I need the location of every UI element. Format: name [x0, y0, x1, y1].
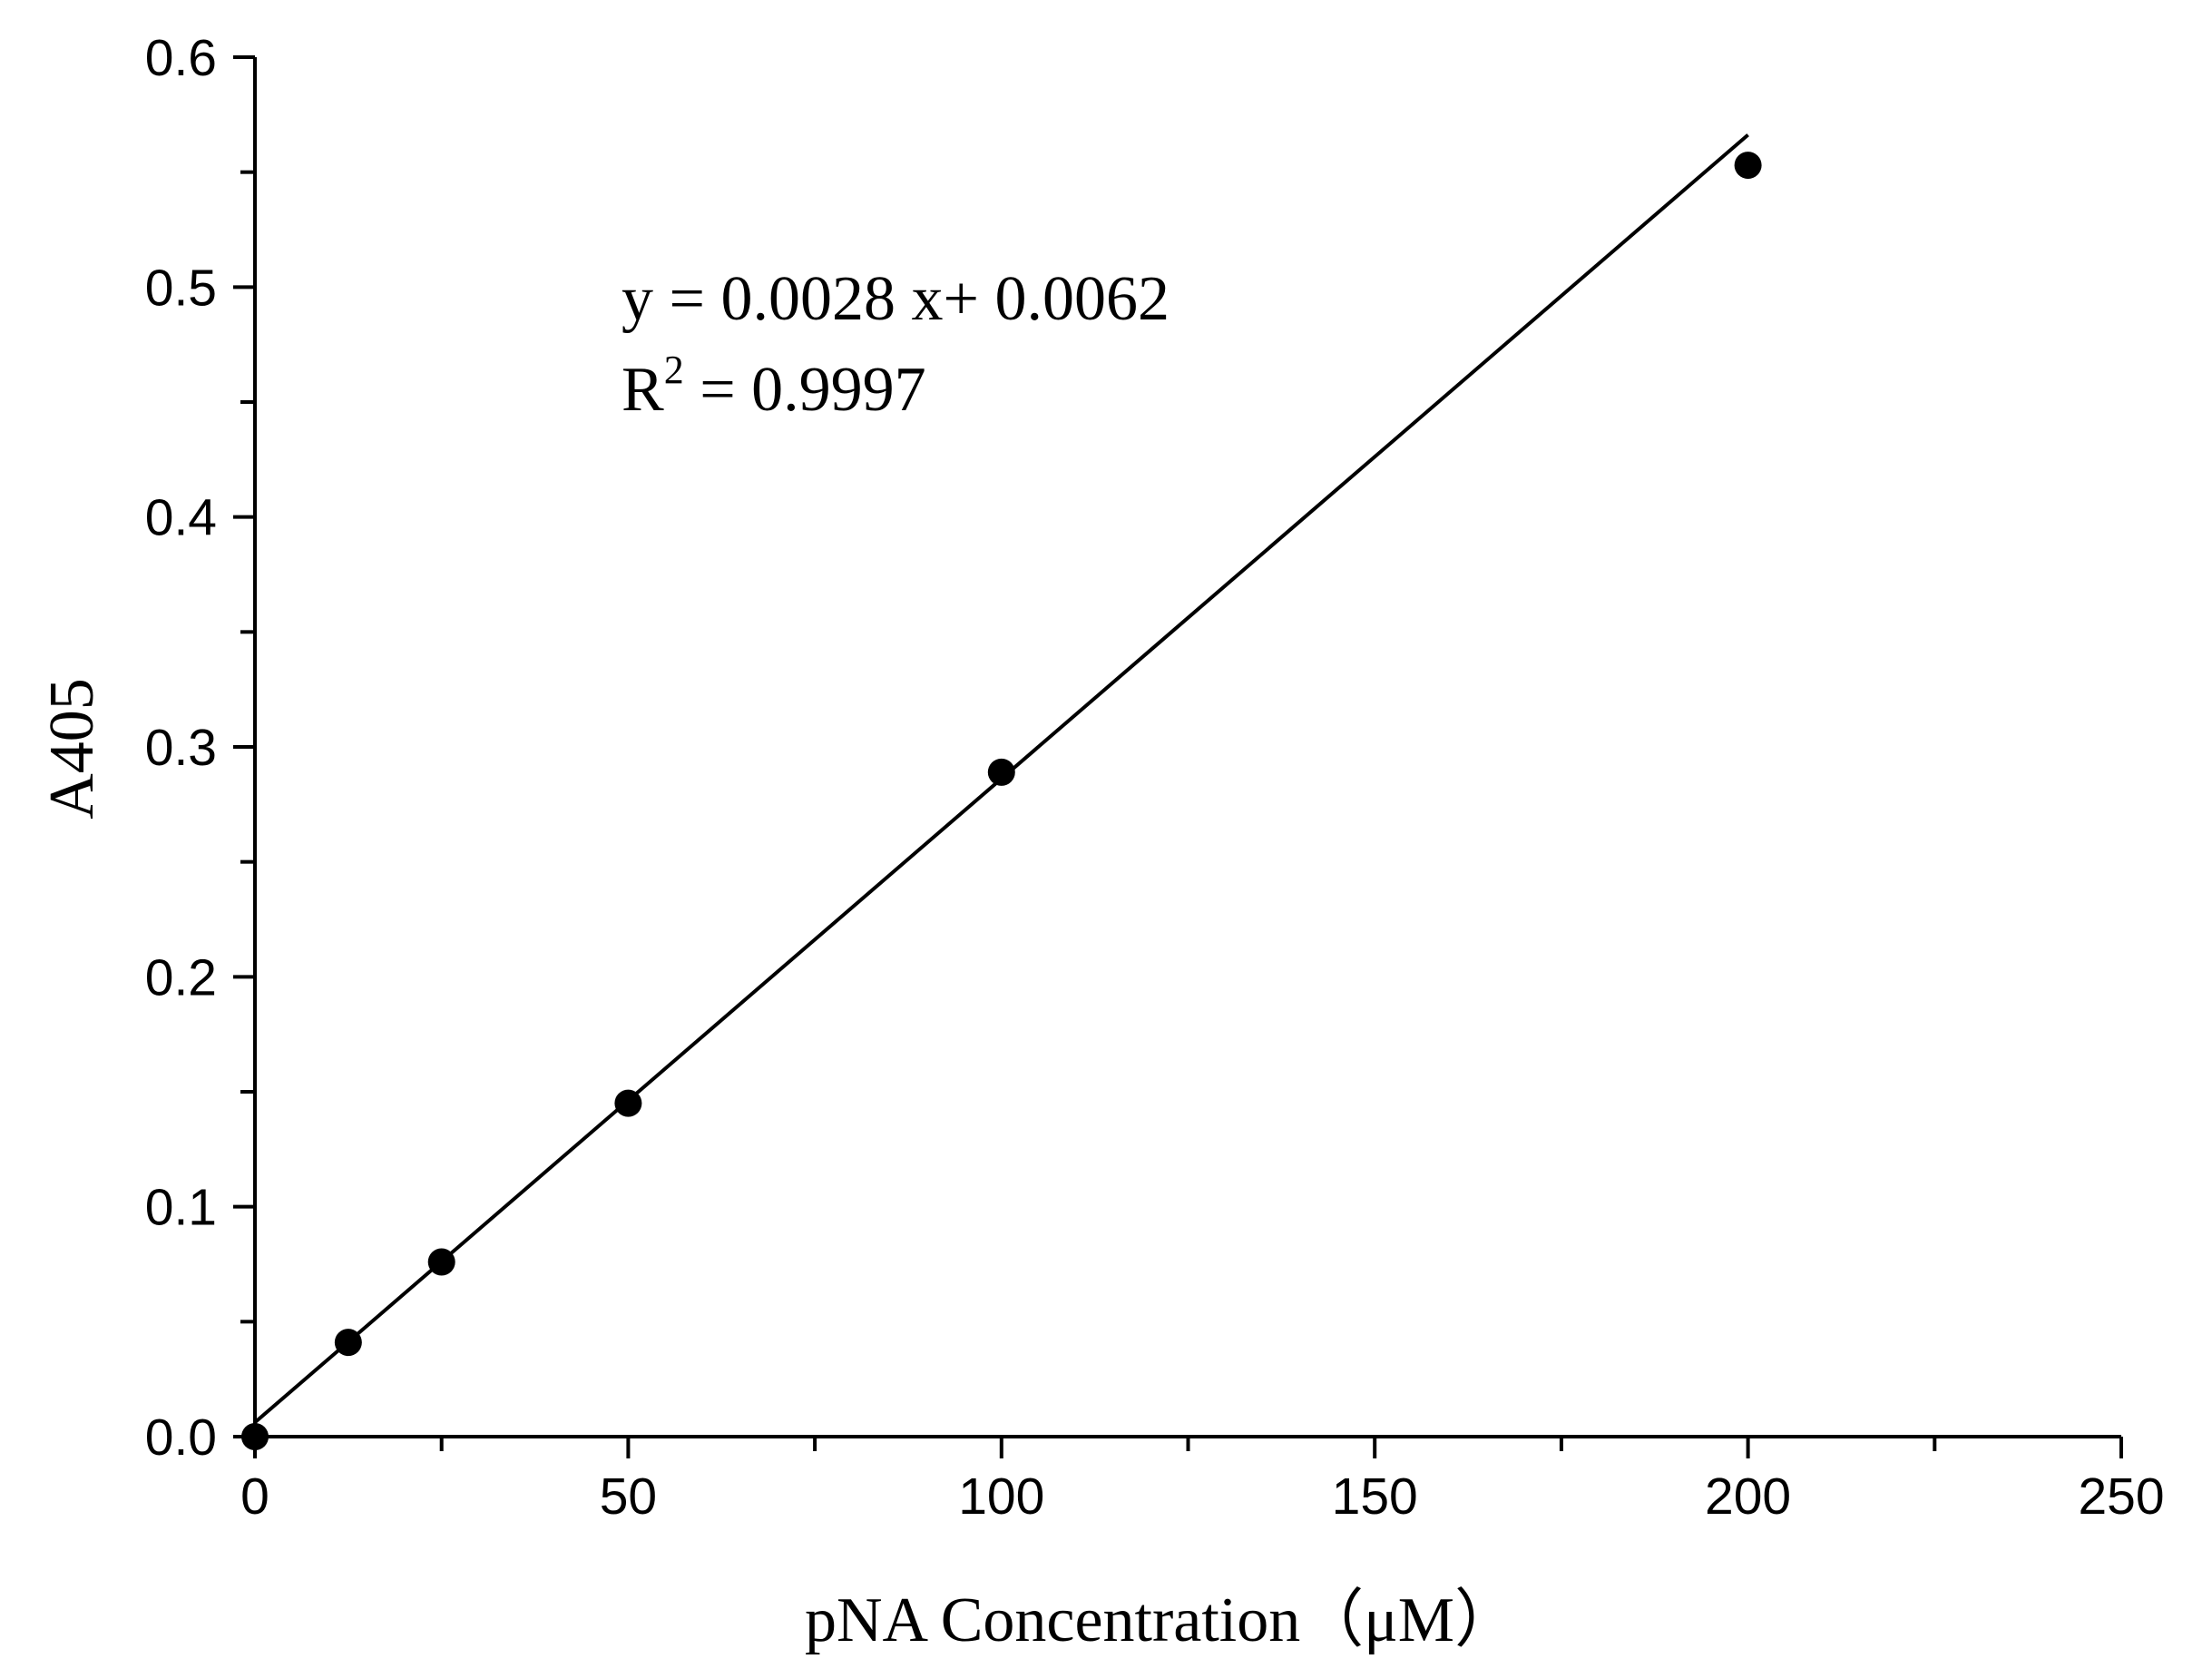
fit-equation-text: y = 0.0028 x+ 0.0062 [622, 264, 1170, 334]
x-tick-label: 250 [2078, 1468, 2164, 1526]
y-tick-label: 0.6 [145, 29, 217, 87]
x-tick-label: 50 [600, 1468, 657, 1526]
tick-labels-layer: 0 50 100 150 200 250 0.0 0.1 0.2 0.3 0.4 0.5 0.6 [145, 29, 2165, 1526]
y-tick-label: 0.4 [145, 489, 217, 547]
data-point [987, 758, 1015, 786]
y-tick-label: 0.5 [145, 259, 217, 317]
y-tick-label: 0.2 [145, 948, 217, 1006]
data-points-layer [241, 152, 1762, 1450]
y-axis-title: A405 [37, 678, 107, 820]
data-point [334, 1329, 362, 1357]
y-tick-label: 0.0 [145, 1409, 217, 1467]
fit-equation: y = 0.0028 x+ 0.0062 [622, 264, 1170, 334]
x-tick-label: 150 [1332, 1468, 1418, 1526]
r2-base: R [622, 355, 664, 425]
data-point [614, 1089, 642, 1117]
r2-exponent: 2 [664, 348, 684, 392]
fit-r-squared: R2 = 0.9997 [622, 348, 926, 425]
data-point [1734, 152, 1762, 180]
x-tick-label: 0 [240, 1468, 269, 1526]
r2-value: = 0.9997 [684, 355, 926, 425]
axes-layer [233, 55, 2123, 1458]
x-axis-title: pNA Concentration（μM） [805, 1585, 1518, 1655]
y-tick-label: 0.3 [145, 719, 217, 777]
x-tick-label: 100 [958, 1468, 1044, 1526]
y-tick-label: 0.1 [145, 1179, 217, 1237]
x-tick-label: 200 [1705, 1468, 1791, 1526]
data-point [427, 1248, 455, 1276]
